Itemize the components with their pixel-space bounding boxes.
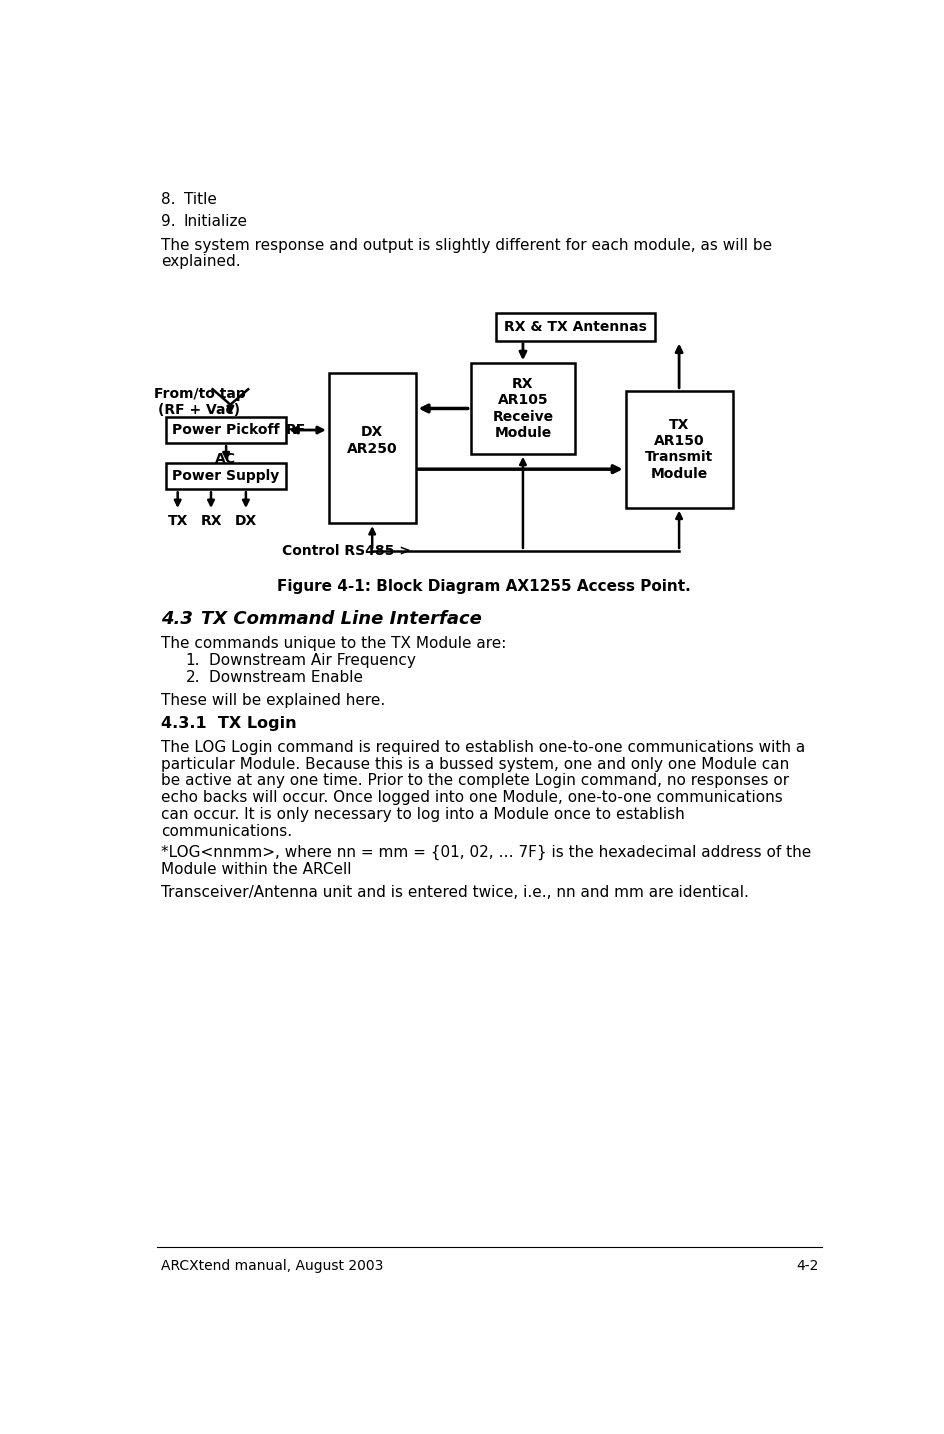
Text: Module within the ARCell: Module within the ARCell xyxy=(160,862,351,878)
Bar xyxy=(166,417,286,443)
Bar xyxy=(497,313,655,341)
Text: communications.: communications. xyxy=(160,825,292,839)
Text: Title: Title xyxy=(184,192,217,206)
Text: particular Module. Because this is a bussed system, one and only one Module can: particular Module. Because this is a bus… xyxy=(160,757,789,771)
Text: 4-2: 4-2 xyxy=(796,1259,818,1273)
Text: AC: AC xyxy=(214,452,235,466)
Text: Initialize: Initialize xyxy=(184,214,248,228)
Text: RX & TX Antennas: RX & TX Antennas xyxy=(504,320,647,334)
Bar xyxy=(166,463,286,489)
Text: 4.3: 4.3 xyxy=(160,611,193,628)
Text: Downstream Air Frequency: Downstream Air Frequency xyxy=(209,652,415,668)
Text: 2.: 2. xyxy=(185,670,200,685)
Text: DX: DX xyxy=(235,513,257,528)
Text: Power Pickoff: Power Pickoff xyxy=(173,423,279,437)
Text: RF: RF xyxy=(286,423,307,437)
Bar xyxy=(329,373,415,523)
Bar xyxy=(471,363,575,455)
Text: DX
AR250: DX AR250 xyxy=(346,426,397,456)
Bar xyxy=(626,390,733,508)
Text: ARCXtend manual, August 2003: ARCXtend manual, August 2003 xyxy=(160,1259,383,1273)
Text: The commands unique to the TX Module are:: The commands unique to the TX Module are… xyxy=(160,635,506,651)
Text: Downstream Enable: Downstream Enable xyxy=(209,670,362,685)
Text: RX: RX xyxy=(200,513,222,528)
Text: The system response and output is slightly different for each module, as will be: The system response and output is slight… xyxy=(160,238,772,254)
Text: can occur. It is only necessary to log into a Module once to establish: can occur. It is only necessary to log i… xyxy=(160,807,684,822)
Text: From/to tap
(RF + Vac): From/to tap (RF + Vac) xyxy=(154,387,245,417)
Text: Transceiver/Antenna unit and is entered twice, i.e., nn and mm are identical.: Transceiver/Antenna unit and is entered … xyxy=(160,885,749,901)
Text: 1.: 1. xyxy=(185,652,200,668)
Text: explained.: explained. xyxy=(160,254,241,268)
Text: 4.3.1  TX Login: 4.3.1 TX Login xyxy=(160,717,296,731)
Text: TX
AR150
Transmit
Module: TX AR150 Transmit Module xyxy=(645,417,714,480)
Text: Figure 4-1: Block Diagram AX1255 Access Point.: Figure 4-1: Block Diagram AX1255 Access … xyxy=(277,579,691,595)
Text: The LOG Login command is required to establish one-to-one communications with a: The LOG Login command is required to est… xyxy=(160,740,805,754)
Text: RX
AR105
Receive
Module: RX AR105 Receive Module xyxy=(493,377,553,440)
Text: 9.: 9. xyxy=(160,214,176,228)
Text: *LOG<nnmm>, where nn = mm = {01, 02, … 7F} is the hexadecimal address of the: *LOG<nnmm>, where nn = mm = {01, 02, … 7… xyxy=(160,845,811,860)
Text: TX Command Line Interface: TX Command Line Interface xyxy=(201,611,481,628)
Text: Control RS485 >: Control RS485 > xyxy=(282,543,412,558)
Text: echo backs will occur. Once logged into one Module, one-to-one communications: echo backs will occur. Once logged into … xyxy=(160,790,783,806)
Text: Power Supply: Power Supply xyxy=(173,469,279,483)
Text: be active at any one time. Prior to the complete Login command, no responses or: be active at any one time. Prior to the … xyxy=(160,773,789,789)
Text: 8.: 8. xyxy=(160,192,176,206)
Text: These will be explained here.: These will be explained here. xyxy=(160,694,385,708)
Text: TX: TX xyxy=(167,513,188,528)
